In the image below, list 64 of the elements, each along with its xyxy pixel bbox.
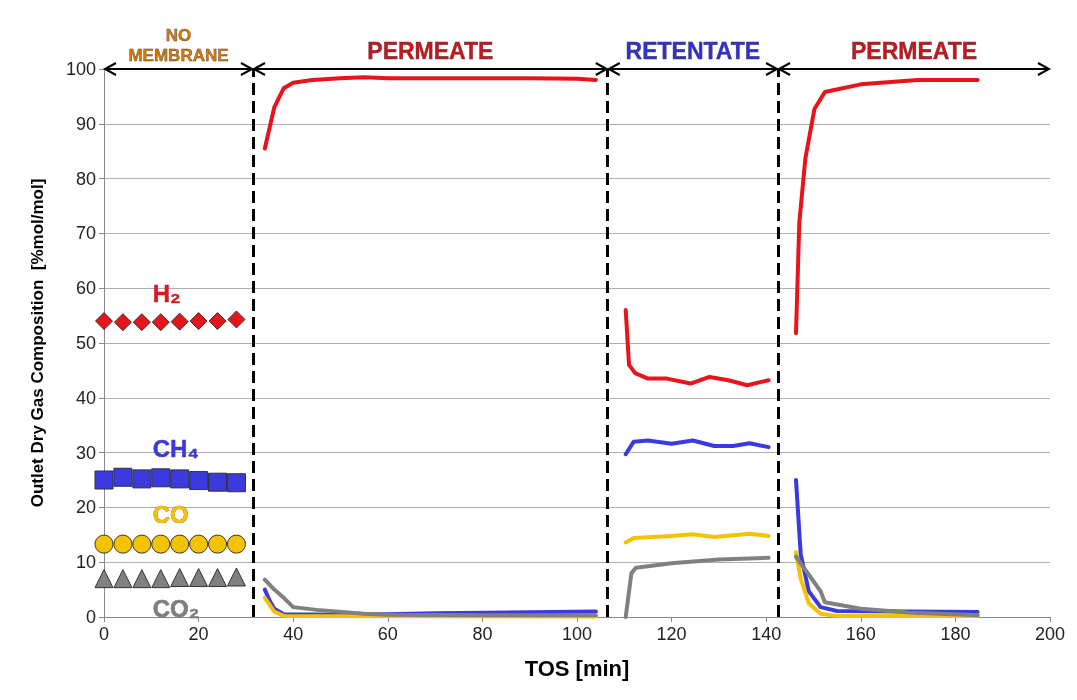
- x-axis-title: TOS [min]: [524, 655, 630, 681]
- point: [151, 569, 171, 589]
- point: [95, 312, 113, 331]
- point: [226, 534, 246, 554]
- point: [132, 569, 152, 589]
- point: [113, 534, 133, 554]
- point: [151, 534, 171, 554]
- point: [227, 310, 246, 329]
- x-tick-label: 140: [751, 624, 782, 644]
- point: [151, 468, 171, 488]
- point: [132, 469, 152, 489]
- point: [94, 569, 114, 589]
- x-tick-label: 120: [656, 624, 687, 644]
- text: RETENTATE: [625, 38, 761, 64]
- text: PERMEATE: [850, 38, 978, 64]
- y-tick-label: 80: [75, 168, 96, 189]
- point: [151, 313, 170, 332]
- y-tick-label: 100: [65, 59, 96, 79]
- series-label: CO: [152, 501, 189, 529]
- point: [189, 568, 209, 588]
- y-tick-label: 0: [85, 607, 96, 627]
- point: [132, 534, 152, 554]
- point: [113, 313, 132, 332]
- point: [189, 312, 208, 331]
- y-tick-label: 60: [75, 278, 96, 299]
- point: [170, 534, 190, 554]
- series-label: H₂: [152, 279, 181, 307]
- point: [113, 467, 133, 487]
- x-tick-label: 200: [1034, 624, 1066, 644]
- point: [189, 471, 209, 491]
- x-tick-label: 60: [377, 624, 398, 644]
- y-tick-label: 70: [75, 223, 96, 244]
- x-tick-label: 180: [940, 624, 971, 644]
- y-tick-label: 30: [75, 442, 96, 463]
- point: [226, 567, 246, 587]
- point: [208, 534, 228, 554]
- text: NO MEMBRANE: [128, 26, 229, 65]
- point: [208, 568, 228, 588]
- y-tick-label: 10: [75, 552, 96, 573]
- point: [208, 312, 227, 331]
- point: [170, 469, 190, 489]
- series-label: CH₄: [152, 434, 199, 462]
- point: [170, 568, 190, 588]
- series-label: CO₂: [152, 594, 200, 622]
- y-tick-label: 50: [75, 333, 96, 353]
- y-tick-label: 40: [75, 387, 96, 408]
- point: [132, 313, 151, 332]
- x-tick-label: 40: [283, 624, 304, 644]
- point: [113, 569, 133, 589]
- point: [94, 534, 114, 554]
- y-axis-title: Outlet Dry Gas Composition [%mol/mol]: [28, 178, 47, 508]
- y-tick-label: 90: [75, 113, 96, 134]
- y-tick-label: 20: [75, 497, 96, 518]
- x-tick-label: 160: [845, 624, 876, 644]
- point: [94, 470, 114, 490]
- x-tick-label: 0: [98, 624, 110, 644]
- point: [189, 534, 209, 554]
- point: [170, 312, 189, 331]
- x-tick-label: 100: [561, 624, 593, 644]
- point: [226, 473, 246, 493]
- x-tick-label: 80: [472, 624, 493, 644]
- point: [208, 472, 228, 492]
- x-tick-label: 20: [188, 624, 209, 644]
- text: PERMEATE: [367, 38, 494, 64]
